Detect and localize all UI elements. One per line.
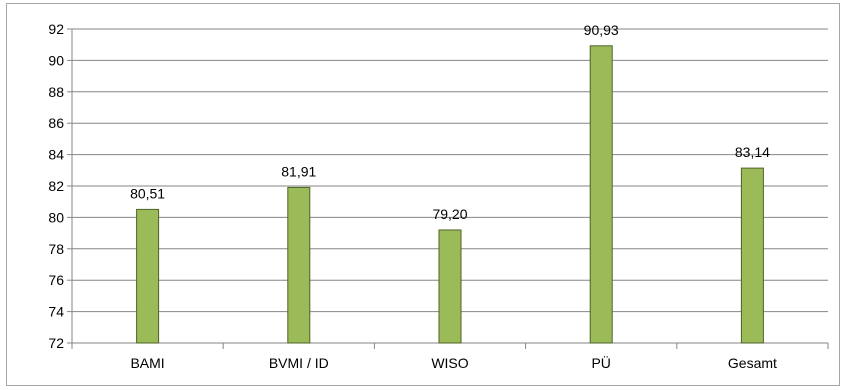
data-label: 90,93 — [584, 22, 619, 38]
y-tick-labels: 72 74 76 78 80 82 84 86 88 90 92 — [48, 21, 64, 351]
data-labels: 80,51 81,91 79,20 90,93 83,14 — [130, 22, 770, 222]
y-tick-label: 86 — [48, 115, 64, 131]
data-label: 80,51 — [130, 185, 165, 201]
y-tick-label: 90 — [48, 52, 64, 68]
bar — [438, 229, 462, 344]
y-tick-label: 88 — [48, 84, 64, 100]
bars — [136, 45, 764, 344]
category-labels: BAMI BVMI / ID WISO PÜ Gesamt — [130, 354, 777, 371]
y-tick-label: 76 — [48, 272, 64, 288]
y-tick-label: 78 — [48, 241, 64, 257]
y-tick-label: 80 — [48, 209, 64, 225]
data-label: 81,91 — [281, 163, 316, 179]
category-label: BAMI — [130, 355, 164, 371]
bar — [740, 167, 764, 344]
data-label: 79,20 — [432, 206, 467, 222]
bar — [136, 208, 160, 344]
y-tick-label: 72 — [48, 335, 64, 351]
y-tick-label: 82 — [48, 178, 64, 194]
y-tick-label: 84 — [48, 147, 64, 163]
y-tick-label: 92 — [48, 21, 64, 37]
gridlines — [72, 28, 828, 313]
category-label: Gesamt — [728, 355, 777, 371]
bar — [589, 45, 613, 344]
data-label: 83,14 — [735, 144, 770, 160]
category-label: WISO — [431, 355, 468, 371]
category-label: BVMI / ID — [269, 355, 329, 371]
category-label: PÜ — [591, 354, 610, 371]
bar — [287, 186, 311, 344]
y-tick-label: 74 — [48, 304, 64, 320]
